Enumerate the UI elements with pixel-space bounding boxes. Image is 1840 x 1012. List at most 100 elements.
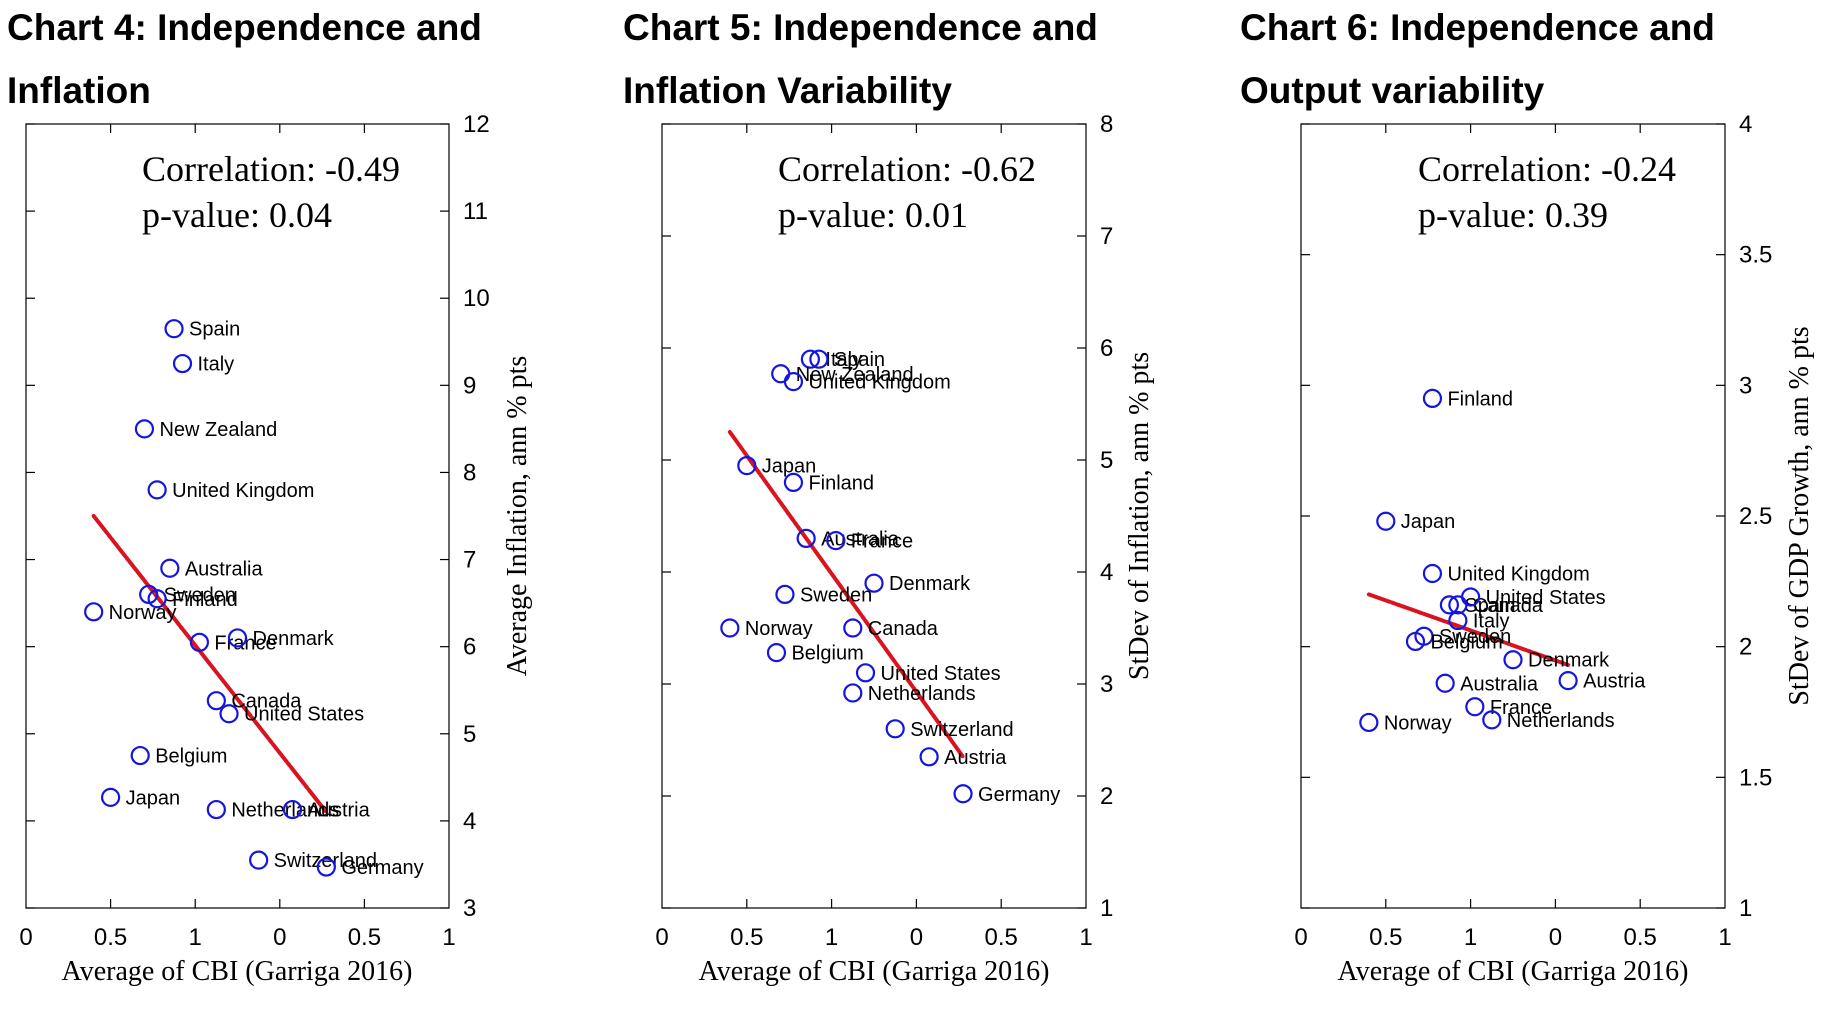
- chart-6-point-label: United Kingdom: [1447, 563, 1589, 585]
- chart-4-y-tick-label: 9: [463, 372, 476, 399]
- chart-4-data-point: [206, 799, 226, 820]
- chart-5-data-point: [783, 472, 804, 492]
- chart-4-point-label: Japan: [126, 787, 181, 809]
- chart-5-y-ticks: 1 2 3 4 5 6 7 8: [662, 111, 1113, 922]
- chart-5-point-label: Germany: [978, 784, 1060, 806]
- chart-5-y-tick-label: 6: [1100, 335, 1113, 362]
- chart-4-point-label: Austria: [307, 800, 370, 822]
- chart-4-plot-area: [25, 123, 450, 909]
- chart-6-data-point: [1422, 563, 1443, 584]
- chart-6-point-label: United States: [1486, 587, 1606, 609]
- chart-5-y-tick-label: 5: [1100, 447, 1113, 474]
- chart-5-y-axis-label: StDev of Inflation, ann % pts: [1124, 352, 1155, 680]
- chart-6-x-axis-label: Average of CBI (Garriga 2016): [1338, 956, 1689, 987]
- chart-6-x-tick-label: 1: [1464, 924, 1477, 951]
- chart-6-data-point: [1465, 697, 1485, 717]
- chart-6-point-label: France: [1490, 697, 1552, 719]
- chart-4-point-label: Canada: [231, 691, 302, 713]
- chart-5-point-label: New Zealand: [796, 364, 914, 386]
- chart-4-data-point: [164, 319, 184, 339]
- chart-6-fit-line: [1366, 592, 1571, 667]
- chart-5-point-label: Austria: [944, 747, 1007, 769]
- chart-5-data-point: [843, 618, 863, 638]
- chart-5-point-label: Sweden: [800, 584, 872, 606]
- chart-4-point-label: Finland: [172, 589, 238, 611]
- chart-5-data-point: [796, 528, 816, 549]
- chart-6-y-tick-label: 1.5: [1739, 764, 1772, 791]
- chart-6-point-label: Canada: [1473, 595, 1544, 617]
- chart-4-correlation-annotation: Correlation: -0.49: [142, 149, 400, 189]
- chart-5-x-tick-label: 0.5: [730, 924, 763, 951]
- chart-4-y-tick-label: 4: [463, 808, 476, 835]
- chart-4-data-point: [206, 691, 226, 711]
- chart-4-data-point: [100, 787, 121, 807]
- chart-4-x-tick-label: 1: [189, 924, 202, 951]
- chart-6-point-label: Norway: [1384, 712, 1452, 734]
- chart-5-data-point: [826, 531, 846, 551]
- chart-4-data-point: [134, 419, 155, 439]
- chart-5-data-point: [800, 349, 821, 369]
- chart-6-x-tick-label: 0.5: [1624, 924, 1657, 951]
- chart-6-x-tick-label: 0: [1294, 924, 1307, 951]
- chart-6-x-tick-label: 0.5: [1369, 924, 1402, 951]
- chart-5-data-point: [855, 663, 876, 683]
- chart-5-data-point: [720, 618, 740, 638]
- chart-6-point-label: Spain: [1464, 595, 1515, 617]
- chart-5-title-line2: Inflation Variability: [623, 70, 952, 111]
- chart-5-data-point: [771, 364, 791, 384]
- chart-6-point-label: Denmark: [1528, 650, 1610, 672]
- chart-4-point-label: New Zealand: [159, 419, 277, 441]
- chart-5-point-label: Norway: [745, 618, 813, 640]
- chart-5-fit-line: [727, 430, 966, 759]
- chart-4-data-point: [84, 602, 104, 622]
- chart-4-title-line1: Chart 4: Independence and: [7, 7, 482, 48]
- chart-5-data-point: [843, 683, 863, 703]
- chart-5-y-tick-label: 4: [1100, 559, 1113, 586]
- chart-4-data-point: [130, 745, 150, 766]
- chart-4-point-label: United States: [244, 704, 364, 726]
- chart-6-point-label: Australia: [1460, 673, 1539, 695]
- chart-5-x-tick-label: 0.5: [985, 924, 1018, 951]
- chart-5-x-tick-label: 1: [1079, 924, 1092, 951]
- chart-6-data-point: [1359, 712, 1379, 733]
- chart-6-data-point: [1448, 610, 1468, 631]
- chart-4-point-label: Spain: [189, 319, 240, 341]
- chart-5-x-tick-label: 1: [825, 924, 838, 951]
- chart-6-y-tick-label: 1: [1739, 895, 1752, 922]
- chart-6-point-label: Finland: [1447, 388, 1513, 410]
- chart-5-data-point: [737, 456, 757, 476]
- chart-5-data-point: [864, 573, 884, 593]
- chart-5-data-point: [919, 747, 939, 767]
- chart-6-x-ticks: 0 0.5 1 0 0.5 1: [1294, 124, 1732, 951]
- chart-5-point-label: United States: [881, 663, 1001, 685]
- chart-6-title-line2: Output variability: [1240, 70, 1545, 111]
- chart-6-y-ticks: 1 1.5 2 2.5 3 3.5 4: [1301, 111, 1772, 922]
- chart-5-plot-area: [661, 123, 1087, 909]
- chart-6-points-layer: Finland Japan United Kingdom SpainCanadaUni…: [1359, 388, 1646, 734]
- chart-6-y-tick-label: 3: [1739, 372, 1752, 399]
- chart-5-fit-line-layer: [727, 430, 966, 759]
- chart-4-x-tick-label: 1: [442, 924, 455, 951]
- chart-4-x-ticks: 0 0.5 1 0 0.5 1: [19, 124, 456, 951]
- chart-6-x-tick-label: 1: [1718, 924, 1731, 951]
- chart-6-data-point: [1439, 595, 1460, 615]
- chart-5-point-label: Netherlands: [868, 683, 976, 705]
- chart-5-point-label: Italy: [825, 349, 862, 371]
- chart-4-x-tick-label: 0: [273, 924, 286, 951]
- chart-4-y-ticks: 3 4 5 6 7 8 9 10 11 12: [26, 111, 490, 922]
- chart-6-point-label: Austria: [1583, 671, 1646, 693]
- chart-6-data-point: [1405, 631, 1426, 652]
- chart-5-point-label: Finland: [808, 472, 874, 494]
- chart-4-point-label: Belgium: [155, 746, 227, 768]
- chart-4-data-point: [160, 558, 180, 578]
- chart-5-data-point: [809, 349, 829, 369]
- chart-4-y-tick-label: 10: [463, 285, 490, 312]
- chart-4-data-point: [282, 799, 303, 820]
- chart-4-y-tick-label: 7: [463, 547, 476, 574]
- chart-4-point-label: Italy: [198, 354, 235, 376]
- chart-6-data-point: [1460, 587, 1481, 607]
- chart-6-plot-area: [1300, 123, 1726, 909]
- chart-4-data-point: [249, 850, 269, 870]
- chart-6-point-label: Italy: [1473, 611, 1510, 633]
- chart-4: Chart 4: Independence and Inflation 3 4 5 6…: [7, 7, 533, 987]
